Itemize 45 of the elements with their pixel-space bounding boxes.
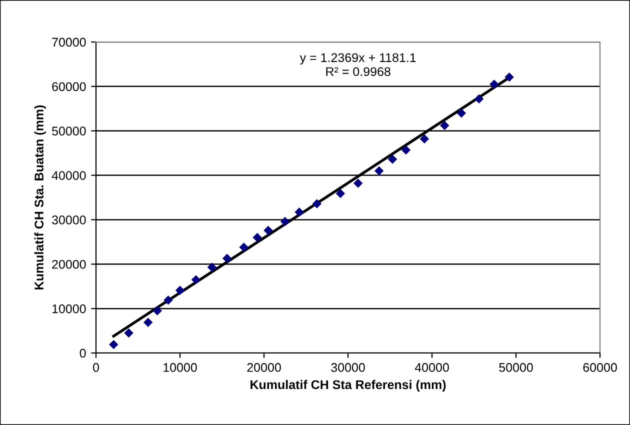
point — [440, 120, 450, 130]
x-tick-label: 10000 — [164, 363, 197, 372]
point — [474, 94, 484, 104]
point — [175, 286, 185, 295]
point — [239, 242, 248, 252]
point — [109, 340, 118, 350]
point — [222, 254, 232, 263]
point — [388, 154, 398, 164]
y-tick-label: 70000 — [52, 38, 86, 47]
annotation: y = 1.2369x + 1181.1 — [300, 53, 416, 65]
point — [252, 232, 262, 242]
x-tick-label: 50000 — [499, 363, 533, 372]
y-tick-label: 30000 — [52, 216, 86, 224]
y-axis-title: Kumulatif CH Sta. Buatan (mm) — [34, 105, 46, 290]
annotation: R² = 0.9968 — [326, 67, 390, 76]
point — [143, 318, 153, 327]
y-tick-label: 50000 — [52, 126, 86, 136]
point — [336, 188, 346, 198]
point — [207, 262, 217, 272]
point — [312, 199, 322, 208]
point — [124, 328, 134, 338]
point — [420, 134, 430, 144]
x-tick-label: 40000 — [414, 363, 449, 372]
point — [374, 166, 384, 176]
point — [264, 226, 273, 235]
point — [401, 145, 411, 155]
point — [490, 80, 499, 89]
point — [152, 306, 162, 316]
point — [353, 178, 363, 188]
point — [164, 296, 173, 305]
x-axis-title: Kumulatif CH Sta Referensi (mm) — [250, 380, 446, 392]
x-tick-label: 0 — [93, 363, 99, 372]
point — [294, 208, 304, 217]
y-tick-label: 60000 — [52, 82, 86, 92]
x-tick-label: 30000 — [331, 363, 365, 372]
y-tick-label: 20000 — [52, 260, 86, 269]
point — [280, 216, 290, 226]
y-tick-label: 10000 — [52, 304, 86, 314]
y-tick-label: 0 — [80, 348, 86, 358]
point — [456, 108, 466, 118]
x-tick-label: 20000 — [247, 363, 281, 372]
y-tick-label: 40000 — [52, 171, 86, 180]
point — [504, 72, 514, 82]
point — [191, 275, 201, 284]
x-tick-label: 60000 — [583, 363, 617, 372]
